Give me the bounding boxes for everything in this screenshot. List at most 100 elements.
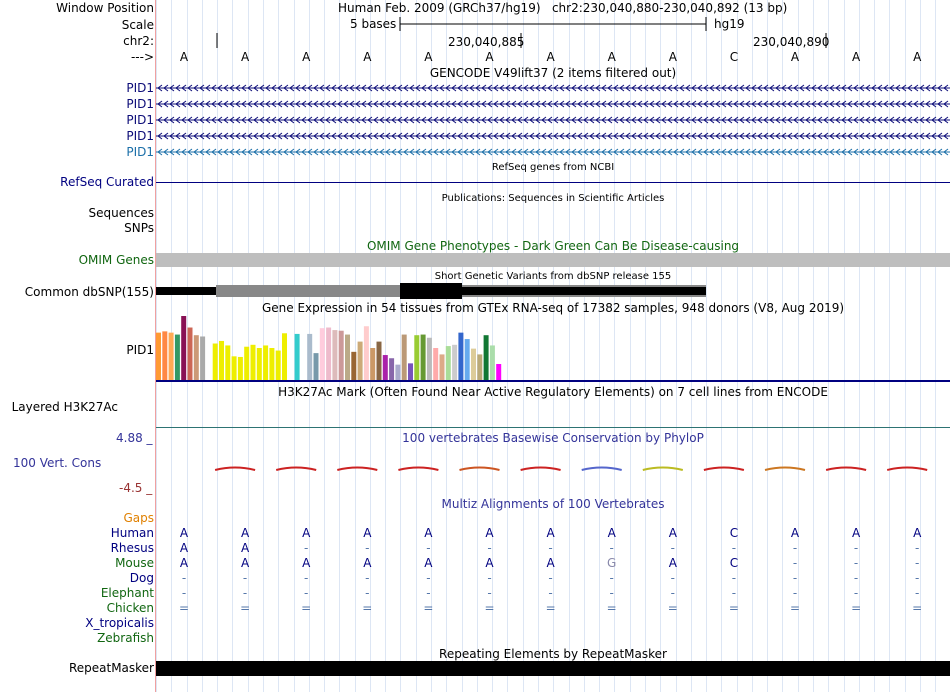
gtex-tissue-bar[interactable] (458, 332, 464, 380)
gtex-tissue-bar[interactable] (426, 337, 432, 380)
gtex-tissue-bar[interactable] (370, 348, 376, 380)
conservation-score-mark[interactable] (520, 466, 561, 471)
gtex-tissue-bar[interactable] (445, 346, 451, 380)
multiz-species-label[interactable]: Zebrafish (97, 631, 154, 645)
gtex-tissue-bar[interactable] (193, 335, 199, 380)
omim-bar[interactable] (156, 253, 950, 267)
conservation-score-mark[interactable] (642, 466, 684, 471)
multiz-species-label[interactable]: Chicken (106, 601, 154, 615)
h3k27ac-label[interactable]: Layered H3K27Ac (11, 400, 118, 414)
gtex-tissue-bar[interactable] (389, 358, 395, 380)
multiz-species-label[interactable]: Dog (129, 571, 154, 585)
gtex-tissue-bar[interactable] (256, 348, 262, 380)
gtex-tissue-bar[interactable] (414, 335, 420, 380)
h3k27ac-track-title[interactable]: H3K27Ac Mark (Often Found Near Active Re… (278, 385, 828, 399)
gtex-tissue-bar[interactable] (250, 344, 256, 380)
gtex-tissue-bar[interactable] (307, 333, 313, 380)
refseq-track-title[interactable]: RefSeq genes from NCBI (491, 162, 615, 173)
conservation-score-mark[interactable] (764, 466, 806, 471)
gtex-tissue-bar[interactable] (162, 331, 168, 380)
gtex-label[interactable]: PID1 (126, 343, 154, 357)
gtex-tissue-bar[interactable] (237, 356, 243, 380)
gtex-tissue-bar[interactable] (363, 326, 369, 380)
conservation-score-mark[interactable] (275, 466, 317, 471)
gencode-item-label[interactable]: PID1 (126, 113, 154, 127)
gencode-item-label[interactable]: PID1 (126, 97, 154, 111)
gencode-transcript[interactable] (156, 100, 950, 108)
dbsnp-track-title[interactable]: Short Genetic Variants from dbSNP releas… (434, 271, 672, 282)
gencode-transcript[interactable] (156, 84, 950, 92)
gtex-tissue-bar[interactable] (319, 328, 325, 380)
multiz-species-label[interactable]: Elephant (100, 586, 154, 600)
multiz-species-label[interactable]: Human (110, 526, 154, 540)
gtex-tissue-bar[interactable] (269, 348, 275, 380)
conservation-score-mark[interactable] (581, 466, 622, 471)
gtex-tissue-bar[interactable] (282, 333, 287, 380)
gtex-track-title[interactable]: Gene Expression in 54 tissues from GTEx … (261, 301, 845, 315)
gencode-item-label[interactable]: PID1 (126, 129, 154, 143)
gtex-tissue-bar[interactable] (477, 354, 483, 380)
dbsnp-label[interactable]: Common dbSNP(155) (24, 285, 154, 299)
gtex-tissue-bar[interactable] (313, 353, 319, 380)
gtex-tissue-bar[interactable] (357, 341, 363, 380)
dbsnp-features[interactable] (156, 282, 716, 300)
conservation-score-mark[interactable] (398, 466, 439, 471)
gencode-gene-models[interactable] (156, 80, 950, 160)
conservation-score-mark[interactable] (459, 466, 500, 471)
gtex-tissue-bar[interactable] (174, 334, 180, 380)
gencode-transcript[interactable] (156, 132, 950, 140)
gencode-item-label[interactable]: PID1 (126, 81, 154, 95)
gtex-tissue-bar[interactable] (275, 350, 281, 380)
publications-sequences-label[interactable]: Sequences (88, 206, 154, 220)
gtex-tissue-bar[interactable] (395, 364, 401, 380)
gtex-tissue-bar[interactable] (382, 355, 388, 380)
gtex-tissue-bar[interactable] (351, 351, 357, 380)
conservation-track-title[interactable]: 100 vertebrates Basewise Conservation by… (402, 431, 704, 445)
gtex-tissue-bar[interactable] (464, 339, 470, 380)
repeatmasker-track-title[interactable]: Repeating Elements by RepeatMasker (439, 647, 667, 661)
gtex-tissue-bar[interactable] (168, 332, 174, 380)
refseq-label[interactable]: RefSeq Curated (60, 175, 154, 189)
gtex-tissue-bar[interactable] (200, 336, 206, 380)
gtex-tissue-bar[interactable] (156, 332, 161, 380)
multiz-gaps-label[interactable]: Gaps (123, 511, 154, 525)
gtex-tissue-bar[interactable] (376, 341, 382, 380)
gencode-transcript[interactable] (156, 116, 950, 124)
gtex-tissue-bar[interactable] (496, 364, 502, 380)
gtex-tissue-bar[interactable] (212, 343, 218, 380)
gtex-tissue-bar[interactable] (225, 345, 231, 380)
gtex-tissue-bar[interactable] (401, 334, 407, 380)
conservation-score-mark[interactable] (337, 466, 378, 471)
gtex-tissue-bar[interactable] (345, 334, 350, 380)
gencode-track-title[interactable]: GENCODE V49lift37 (2 items filtered out) (429, 66, 677, 80)
publications-track-title[interactable]: Publications: Sequences in Scientific Ar… (441, 193, 665, 204)
conservation-score-mark[interactable] (825, 466, 867, 471)
gtex-tissue-bar[interactable] (231, 356, 237, 380)
gtex-tissue-bar[interactable] (408, 363, 413, 380)
gtex-tissue-bar[interactable] (433, 348, 439, 380)
publications-snps-label[interactable]: SNPs (124, 221, 154, 235)
gtex-tissue-bar[interactable] (420, 334, 426, 380)
gtex-tissue-bar[interactable] (244, 346, 250, 380)
gtex-tissue-bar[interactable] (471, 348, 476, 380)
omim-track-title[interactable]: OMIM Gene Phenotypes - Dark Green Can Be… (366, 239, 740, 253)
gencode-transcript[interactable] (156, 148, 950, 156)
multiz-species-label[interactable]: Mouse (115, 556, 154, 570)
conservation-wiggle[interactable] (156, 458, 950, 482)
gtex-tissue-bar[interactable] (452, 344, 458, 380)
gtex-tissue-bar[interactable] (187, 327, 193, 380)
conservation-score-mark[interactable] (214, 466, 256, 471)
repeatmasker-bar[interactable] (156, 661, 950, 676)
gtex-tissue-bar[interactable] (489, 345, 495, 380)
gtex-tissue-bar[interactable] (483, 335, 489, 380)
omim-label[interactable]: OMIM Genes (78, 253, 154, 267)
conservation-score-mark[interactable] (703, 466, 745, 471)
gtex-tissue-bar[interactable] (332, 330, 338, 380)
gtex-tissue-bar[interactable] (294, 333, 300, 380)
repeatmasker-label[interactable]: RepeatMasker (68, 661, 154, 675)
gtex-bar-chart[interactable] (156, 316, 950, 382)
multiz-species-label[interactable]: Rhesus (110, 541, 154, 555)
gtex-tissue-bar[interactable] (219, 340, 224, 380)
gtex-tissue-bar[interactable] (338, 330, 344, 380)
multiz-species-label[interactable]: X_tropicalis (85, 616, 154, 630)
